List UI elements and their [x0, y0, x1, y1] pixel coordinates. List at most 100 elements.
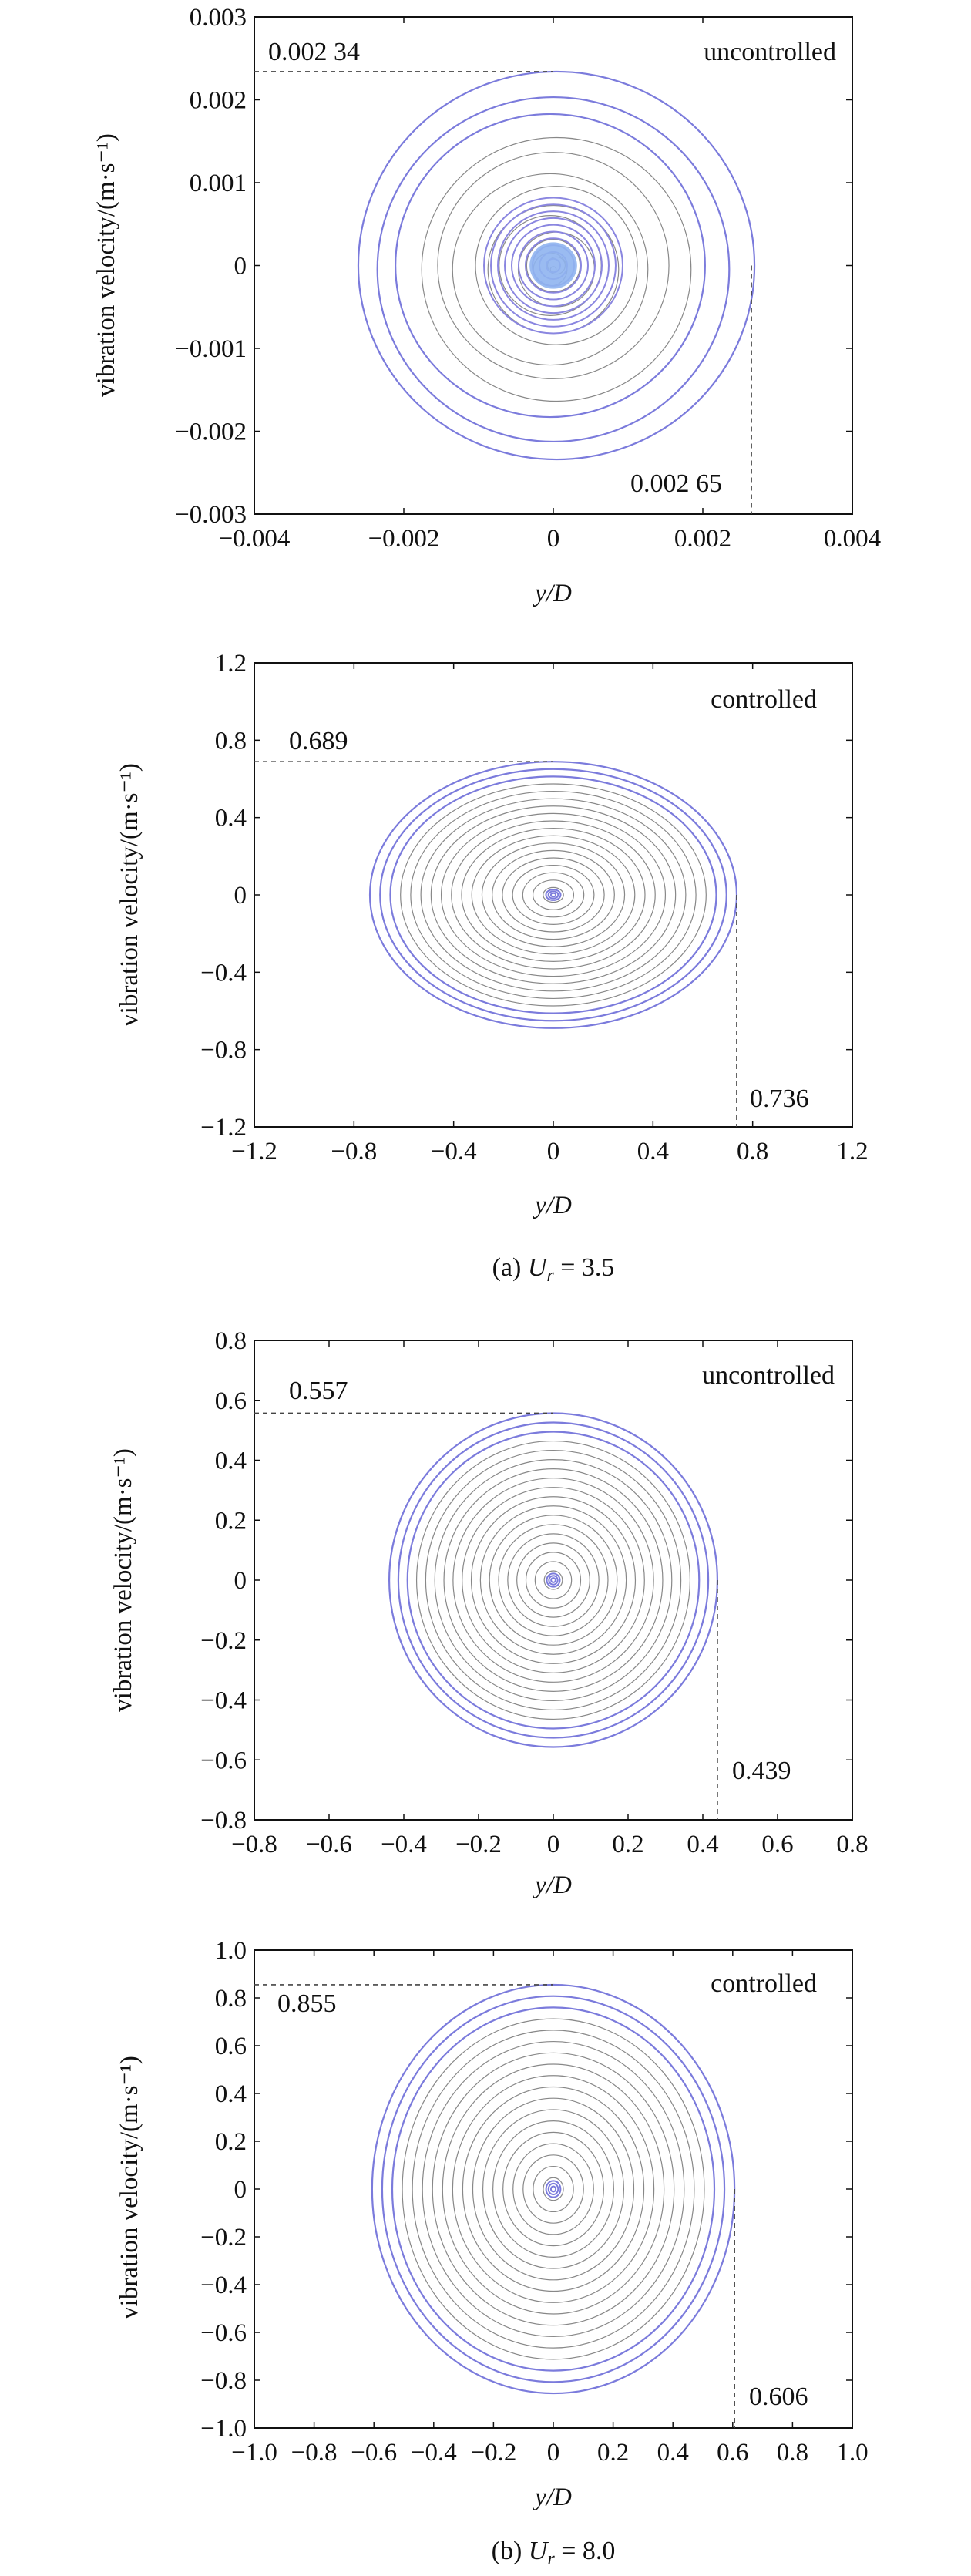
trajectory-orbit	[522, 2154, 584, 2224]
x-tick-label: 0	[547, 525, 560, 553]
x-tick-label: 0	[547, 1138, 560, 1165]
trajectory-orbit	[526, 239, 581, 292]
x-axis-label: y/D	[533, 1871, 572, 1899]
trajectory-core	[525, 237, 582, 294]
trajectory-orbit	[388, 1412, 719, 1748]
trajectory-core	[490, 203, 617, 328]
status-label: controlled	[711, 1969, 817, 1998]
x-tick-label: 0.8	[777, 2439, 808, 2467]
trajectory-orbit	[406, 1431, 701, 1730]
status-label: uncontrolled	[702, 1361, 835, 1390]
trajectory-orbit	[391, 2006, 716, 2372]
trajectory-core	[548, 1575, 559, 1586]
y-tick-label: −1.2	[200, 1114, 247, 1142]
trajectory-orbit	[415, 1440, 691, 1720]
trajectory-orbit	[533, 2165, 574, 2213]
trajectory-core	[518, 230, 589, 301]
x-axis-label: y/D	[533, 580, 572, 607]
trajectory-core	[504, 217, 603, 314]
trajectory-core	[483, 197, 623, 335]
trajectory-orbit	[525, 1552, 582, 1609]
trajectory-core	[545, 889, 562, 901]
trajectory-orbit	[434, 1459, 673, 1701]
trajectory-orbit	[440, 812, 667, 977]
trajectory-orbit	[379, 768, 727, 1022]
trajectory-orbit	[432, 2052, 675, 2326]
trajectory-orbit	[452, 173, 649, 366]
x-tick-label: −0.8	[291, 2439, 338, 2467]
trajectory-orbit	[368, 761, 738, 1029]
trajectory-orbit	[543, 1570, 563, 1590]
x-tick-label: 0.4	[657, 2439, 689, 2467]
max-velocity-label: 0.002 34	[268, 38, 360, 66]
y-tick-label: −0.6	[200, 2319, 247, 2347]
x-tick-label: −0.6	[351, 2439, 397, 2467]
trajectory-orbit	[507, 1533, 600, 1627]
trajectory-orbit	[481, 842, 626, 947]
trajectory-orbit	[543, 2177, 564, 2201]
y-tick-label: 0	[234, 2176, 247, 2204]
x-tick-label: −0.4	[381, 1831, 427, 1858]
trajectory-orbit	[381, 1995, 726, 2383]
x-tick-label: −0.4	[411, 2439, 457, 2467]
x-tick-label: −0.6	[306, 1831, 352, 1858]
y-tick-label: 0.4	[215, 2080, 247, 2108]
max-displacement-label: 0.606	[749, 2383, 808, 2411]
trajectory-orbit	[376, 96, 731, 443]
trajectory-orbit	[461, 827, 646, 963]
y-tick-label: 0.002	[190, 87, 247, 115]
trajectory-orbit	[472, 2097, 635, 2281]
trajectory-core	[497, 210, 610, 321]
max-displacement-label: 0.736	[750, 1085, 809, 1113]
trajectory-orbit	[516, 1542, 590, 1618]
x-tick-label: −0.4	[431, 1138, 477, 1165]
trajectory-orbit	[443, 1468, 664, 1692]
y-tick-label: −1.0	[200, 2415, 247, 2443]
x-tick-label: −1.0	[231, 2439, 277, 2467]
y-tick-label: 0.8	[215, 1985, 247, 2013]
panel-b-controlled: −1.0 −0.8 −0.6 −0.4 −0.2 0 0.2 0.4 0.6 0.8 1.0 1.0 0…	[116, 1937, 869, 2511]
trajectory	[254, 1412, 719, 1820]
trajectory-orbit	[397, 1421, 710, 1739]
trajectory-orbit	[502, 857, 605, 933]
max-displacement-label: 0.439	[732, 1757, 791, 1785]
y-tick-label: −0.8	[200, 1037, 247, 1064]
max-velocity-label: 0.855	[277, 1989, 337, 2018]
plot-frame	[254, 1949, 853, 2429]
tick-labels: −0.8 −0.6 −0.4 −0.2 0 0.2 0.4 0.6 0.8 0.8 0.6 0.4 0.…	[200, 1327, 869, 1858]
status-label: uncontrolled	[704, 38, 836, 66]
trajectory-orbit	[402, 2018, 705, 2360]
x-tick-label: 0.2	[597, 2439, 629, 2467]
trajectory-core	[547, 890, 559, 900]
x-tick-label: 0.4	[687, 1831, 718, 1858]
trajectory-orbit	[462, 1487, 645, 1673]
trajectory-orbit	[452, 1478, 654, 1683]
y-tick-label: −0.001	[175, 335, 247, 363]
max-velocity-label: 0.689	[289, 727, 348, 755]
trajectory-orbit	[389, 775, 717, 1014]
trajectory-orbit	[420, 798, 687, 992]
trajectory	[254, 1983, 736, 2428]
trajectory-orbit	[479, 1505, 627, 1655]
trajectory-core	[545, 2180, 562, 2198]
tick-labels: −1.2 −0.8 −0.4 0 0.4 0.8 1.2 1.2 0.8 0.4 0 −0.4 −0.8…	[200, 650, 869, 1165]
trajectory-orbit	[395, 113, 706, 419]
y-tick-label: 0.2	[215, 2128, 247, 2156]
y-tick-label: −0.4	[200, 959, 247, 987]
trajectory-core	[549, 892, 557, 898]
trajectory-orbit	[543, 886, 564, 903]
trajectory-orbit	[357, 70, 756, 461]
y-tick-label: −0.2	[200, 2224, 247, 2251]
max-velocity-label: 0.557	[289, 1377, 348, 1405]
y-tick-label: −0.003	[175, 501, 247, 529]
trajectory-orbit	[475, 186, 638, 345]
y-tick-label: 0.6	[215, 1387, 247, 1415]
y-tick-label: 0.2	[215, 1507, 247, 1535]
trajectory	[254, 70, 756, 514]
y-tick-label: −0.6	[200, 1747, 247, 1774]
x-axis-label: y/D	[533, 1192, 572, 1219]
panel-a-uncontrolled: −0.004 −0.002 0 0.002 0.004 0.003 0.002 0.001 0 −…	[92, 4, 881, 607]
trajectory-core-fill	[529, 242, 577, 289]
trajectory-orbit	[462, 2086, 645, 2292]
